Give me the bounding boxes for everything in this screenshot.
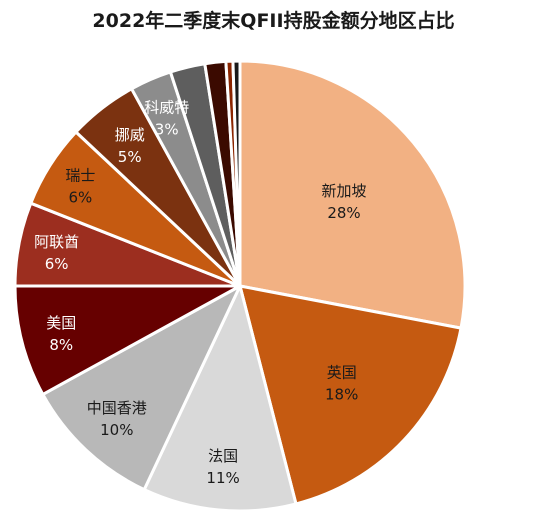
slice-value-label: 11%: [206, 469, 239, 487]
pie-slice-法国: [142, 284, 298, 512]
slice-name-label: 英国: [327, 364, 357, 382]
slice-name-label: 中国香港: [87, 399, 147, 417]
pie-slice-中国香港: [41, 284, 242, 492]
slice-name-label: 美国: [46, 314, 76, 332]
slice-label-group: 中国香港 10%: [87, 399, 147, 439]
slice-label-group: 美国 8%: [46, 314, 76, 354]
slice-name-label: 挪威: [115, 126, 145, 144]
slice-label-group: 新加坡 28%: [321, 182, 366, 222]
slice-name-label: 科威特: [144, 99, 189, 117]
slice-label-group: 英国 18%: [325, 364, 358, 404]
slice-label-group: 挪威 5%: [115, 126, 145, 166]
slice-name-label: 法国: [208, 447, 238, 465]
pie-slice-新加坡: [238, 59, 467, 330]
slice-name-label: 阿联酋: [34, 233, 79, 251]
chart-title: 2022年二季度末QFII持股金额分地区占比: [92, 10, 455, 32]
slice-value-label: 6%: [45, 255, 69, 273]
slice-label-group: 法国 11%: [206, 447, 239, 487]
pie-slice-12: [231, 59, 242, 288]
slice-value-label: 10%: [100, 421, 133, 439]
slice-value-label: 6%: [69, 189, 93, 207]
slice-value-label: 8%: [49, 336, 73, 354]
slice-label-group: 瑞士 6%: [65, 167, 95, 207]
slice-value-label: 28%: [327, 204, 360, 222]
pie-slice-美国: [13, 284, 242, 396]
slice-value-label: 18%: [325, 386, 358, 404]
slice-name-label: 新加坡: [321, 182, 366, 200]
pie-slice-英国: [238, 284, 463, 506]
slice-value-label: 5%: [118, 148, 142, 166]
slice-name-label: 瑞士: [65, 167, 95, 185]
slice-label-group: 阿联酋 6%: [34, 233, 79, 273]
slice-value-label: 3%: [155, 121, 179, 139]
slice-label-group: 科威特 3%: [144, 99, 189, 139]
